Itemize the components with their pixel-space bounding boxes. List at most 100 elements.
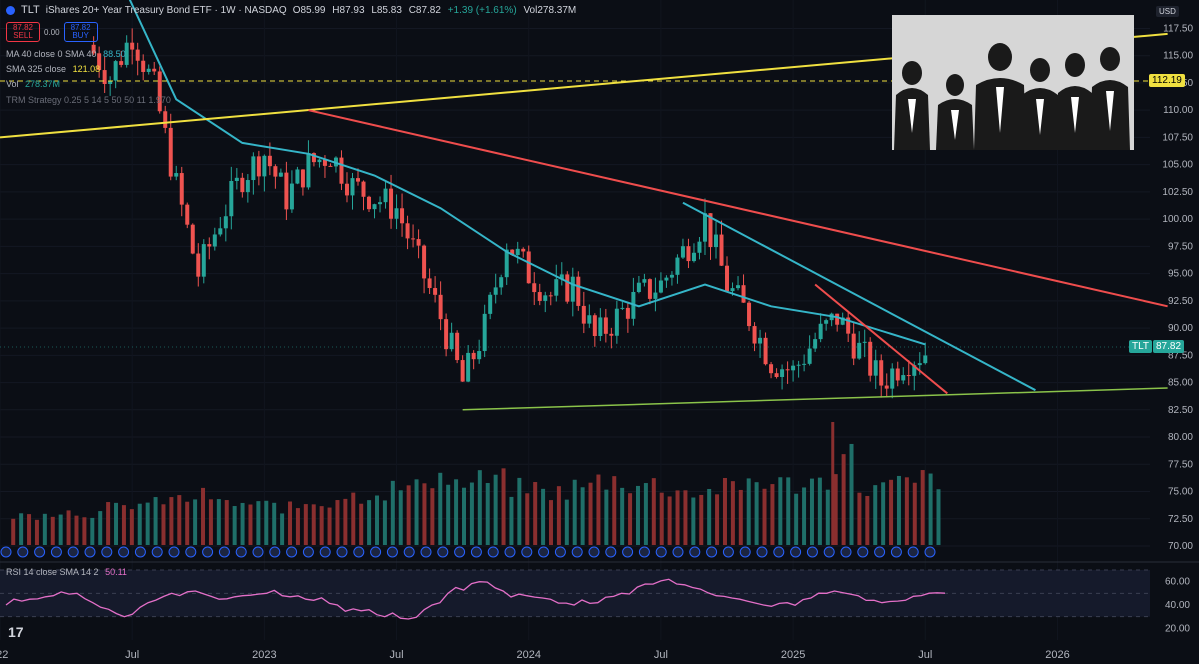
sell-button[interactable]: 87.82 SELL (6, 22, 40, 42)
dividend-marker[interactable] (437, 546, 449, 558)
candle-body (598, 317, 603, 337)
dividend-marker[interactable] (235, 546, 247, 558)
ma40-line (128, 0, 926, 346)
dividend-marker[interactable] (739, 546, 751, 558)
indicator-ma40[interactable]: MA 40 close 0 SMA 40 88.50 (6, 49, 126, 59)
buy-button[interactable]: 87.82 BUY (63, 22, 98, 42)
dividend-marker[interactable] (118, 546, 130, 558)
dividend-marker[interactable] (874, 546, 886, 558)
dividend-marker[interactable] (571, 546, 583, 558)
dividend-marker[interactable] (538, 546, 550, 558)
dividend-marker[interactable] (218, 546, 230, 558)
symbol-header: TLT iShares 20+ Year Treasury Bond ETF ·… (6, 4, 580, 16)
dividend-marker[interactable] (470, 546, 482, 558)
indicator-trm[interactable]: TRM Strategy 0.25 5 14 5 50 50 11 1.970 (6, 95, 171, 105)
dividend-marker[interactable] (890, 546, 902, 558)
dividend-marker[interactable] (823, 546, 835, 558)
dividend-marker[interactable] (34, 546, 46, 558)
volume-bar (98, 511, 103, 545)
candle-body (818, 323, 823, 340)
dividend-marker[interactable] (0, 546, 12, 558)
trendline-downtrend-mid[interactable] (682, 201, 1036, 392)
volume-bar (82, 517, 87, 545)
dividend-marker[interactable] (722, 546, 734, 558)
high-value: H87.93 (332, 4, 365, 16)
indicator-sma325[interactable]: SMA 325 close 121.08 (6, 64, 100, 74)
dividend-marker[interactable] (622, 546, 634, 558)
volume-bar (912, 482, 917, 545)
dividend-marker[interactable] (554, 546, 566, 558)
dividend-marker[interactable] (840, 546, 852, 558)
dividend-marker[interactable] (857, 546, 869, 558)
dividend-marker[interactable] (302, 546, 314, 558)
dividend-marker[interactable] (185, 546, 197, 558)
candle-body (879, 360, 884, 386)
dividend-marker[interactable] (84, 546, 96, 558)
dividend-marker[interactable] (773, 546, 785, 558)
trendline-support[interactable] (462, 387, 1168, 411)
dividend-marker[interactable] (756, 546, 768, 558)
volume-bar (541, 488, 546, 545)
dividend-marker[interactable] (521, 546, 533, 558)
dividend-marker[interactable] (655, 546, 667, 558)
dividend-marker[interactable] (672, 546, 684, 558)
dividend-marker[interactable] (101, 546, 113, 558)
dividend-marker[interactable] (504, 546, 516, 558)
dividend-marker[interactable] (806, 546, 818, 558)
time-tick-label: Jul (918, 649, 932, 661)
volume-bar (620, 487, 625, 545)
candle-body (207, 244, 212, 247)
dividend-marker[interactable] (252, 546, 264, 558)
price-tick-label: 107.50 (1162, 132, 1193, 143)
dividend-marker[interactable] (370, 546, 382, 558)
dividend-marker[interactable] (202, 546, 214, 558)
currency-label[interactable]: USD (1156, 6, 1179, 17)
indicator-volume[interactable]: Vol 278.37M (6, 79, 60, 89)
volume-bar (825, 489, 830, 545)
candle-body (609, 333, 614, 336)
dividend-marker[interactable] (50, 546, 62, 558)
symbol-ticker[interactable]: TLT (21, 4, 40, 16)
tradingview-logo[interactable]: 17 (8, 624, 24, 640)
dividend-marker[interactable] (706, 546, 718, 558)
dividend-marker[interactable] (319, 546, 331, 558)
volume-bar (208, 499, 213, 545)
dividend-marker[interactable] (588, 546, 600, 558)
dividend-marker[interactable] (924, 546, 936, 558)
candle-body (625, 307, 630, 319)
trendline-downtrend-short[interactable] (814, 283, 948, 395)
candle-body (394, 208, 399, 219)
dividend-marker[interactable] (286, 546, 298, 558)
dividend-marker[interactable] (689, 546, 701, 558)
dividend-marker[interactable] (454, 546, 466, 558)
candle-body (868, 341, 873, 376)
dividend-marker[interactable] (67, 546, 79, 558)
volume-bar (635, 485, 640, 545)
dividend-marker[interactable] (353, 546, 365, 558)
dividend-marker[interactable] (134, 546, 146, 558)
trendline-downtrend-long[interactable] (308, 109, 1168, 308)
dividend-marker[interactable] (386, 546, 398, 558)
dividend-marker[interactable] (336, 546, 348, 558)
candle-body (460, 360, 465, 382)
dividend-marker[interactable] (487, 546, 499, 558)
volume-bar (667, 496, 672, 545)
time-tick-label: 022 (0, 649, 8, 661)
candle-body (174, 173, 179, 177)
dividend-marker[interactable] (168, 546, 180, 558)
last-price-label: 87.82 (1153, 340, 1185, 353)
dividend-marker[interactable] (638, 546, 650, 558)
rsi-header[interactable]: RSI 14 close SMA 14 2 50.11 (6, 567, 127, 577)
volume-bar (873, 485, 878, 545)
candle-body (702, 213, 707, 242)
dividend-marker[interactable] (269, 546, 281, 558)
dividend-marker[interactable] (907, 546, 919, 558)
candle-body (719, 234, 724, 266)
dividend-marker[interactable] (17, 546, 29, 558)
dividend-marker[interactable] (151, 546, 163, 558)
dividend-marker[interactable] (403, 546, 415, 558)
dividend-marker[interactable] (605, 546, 617, 558)
buy-price: 87.82 (70, 23, 91, 32)
dividend-marker[interactable] (420, 546, 432, 558)
dividend-marker[interactable] (790, 546, 802, 558)
